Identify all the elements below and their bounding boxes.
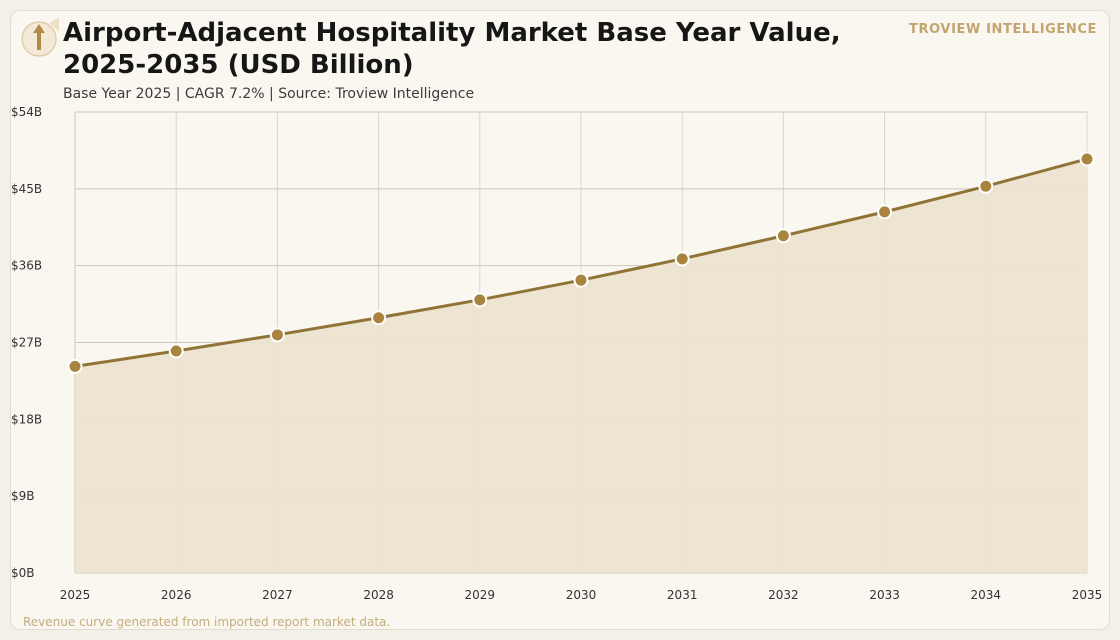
x-tick-label: 2027 — [262, 588, 293, 602]
data-point — [674, 251, 690, 267]
chart-subtitle: Base Year 2025 | CAGR 7.2% | Source: Tro… — [63, 86, 475, 102]
y-tick-label: $36B — [11, 259, 42, 273]
data-point — [371, 310, 387, 326]
brand-name: TROVIEW INTELLIGENCE — [909, 22, 1097, 37]
footnote: Revenue curve generated from imported re… — [23, 615, 391, 629]
data-point — [472, 292, 488, 308]
series-area — [75, 158, 1087, 573]
x-tick-label: 2031 — [667, 588, 698, 602]
data-point — [573, 272, 589, 288]
chart-card: $0B $9B $18B $27B $36B $45B $54B 2025 2026 2027 2… — [10, 10, 1110, 630]
y-tick-label: $45B — [11, 182, 42, 196]
x-tick-label: 2025 — [60, 588, 91, 602]
x-tick-label: 2028 — [363, 588, 394, 602]
data-point — [877, 204, 893, 220]
y-tick-label: $9B — [11, 489, 35, 503]
y-tick-label: $0B — [11, 566, 35, 580]
data-point — [67, 358, 83, 374]
data-point — [978, 178, 994, 194]
x-tick-label: 2026 — [161, 588, 192, 602]
y-tick-label: $27B — [11, 336, 42, 350]
x-tick-label: 2029 — [465, 588, 496, 602]
data-point — [168, 343, 184, 359]
data-point — [775, 228, 791, 244]
y-tick-label: $18B — [11, 412, 42, 426]
airplane-takeoff-icon — [21, 17, 59, 57]
x-axis-ticks: 2025 2026 2027 2028 2029 2030 2031 2032 2033 2034… — [60, 588, 1103, 602]
x-tick-label: 2030 — [566, 588, 597, 602]
y-axis-ticks: $0B $9B $18B $27B $36B $45B $54B — [11, 105, 42, 580]
page-title: Airport-Adjacent Hospitality Market Base… — [63, 18, 841, 80]
plot-area — [67, 151, 1095, 573]
x-tick-label: 2032 — [768, 588, 799, 602]
x-tick-label: 2033 — [869, 588, 900, 602]
data-point — [1079, 151, 1095, 167]
x-tick-label: 2034 — [971, 588, 1002, 602]
market-chart: $0B$9B$18B$27B$36B$45B$54B 2025 2026 2027 2… — [11, 105, 1103, 602]
x-tick-label: 2035 — [1072, 588, 1103, 602]
y-tick-label: $54B — [11, 105, 42, 119]
data-point — [269, 327, 285, 343]
